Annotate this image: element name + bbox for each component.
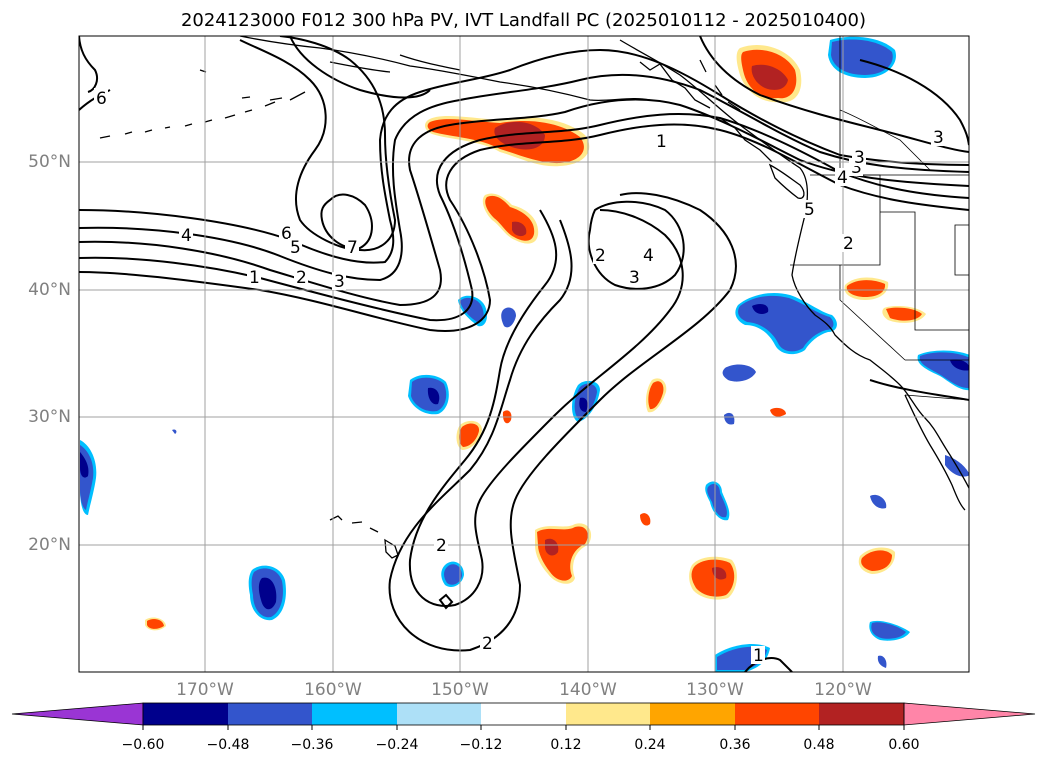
contour-1-outer — [79, 123, 969, 332]
baja-california — [904, 394, 966, 511]
contour-label: 2 — [296, 268, 307, 288]
northwest-coast — [619, 39, 969, 490]
contour-label: 2 — [843, 234, 854, 254]
coastlines — [99, 36, 969, 559]
lat-label-50n: 50°N — [28, 152, 71, 172]
colorbar-tick-label: 0.48 — [803, 737, 835, 753]
lon-label-130w: 130°W — [686, 680, 744, 700]
colorbar-tick-label: 0.36 — [719, 737, 751, 753]
colorbar-segment — [566, 703, 650, 725]
colorbar-tick-label: −0.60 — [121, 737, 165, 753]
colorbar-segment — [481, 703, 566, 725]
alaska-coast — [239, 36, 651, 102]
colorbar-segment — [735, 703, 819, 725]
colorbar — [11, 702, 1036, 730]
colorbar-segment — [312, 703, 397, 725]
colorbar-segment — [143, 703, 228, 725]
colorbar-tick-label: 0.24 — [634, 737, 666, 753]
colorbar-tick-label: −0.12 — [459, 737, 503, 753]
hawaiian-islands — [329, 515, 399, 559]
contour-label: 1 — [249, 268, 260, 288]
contour-label: 5 — [804, 200, 815, 220]
contour-4 — [79, 73, 969, 282]
aleutian-islands — [99, 91, 306, 139]
colorbar-tick-label: 0.12 — [550, 737, 582, 753]
contour-label: 5 — [290, 238, 301, 258]
lon-label-120w: 120°W — [814, 680, 872, 700]
contour-label: 4 — [643, 246, 654, 266]
contour-label: 3 — [933, 128, 944, 148]
contour-hawaii — [438, 593, 454, 610]
contour-label: 3 — [629, 268, 640, 288]
map-frame — [78, 35, 970, 673]
lat-label-40n: 40°N — [28, 280, 71, 300]
contour-5 — [79, 48, 969, 264]
contour-label: 1 — [656, 132, 667, 152]
contour-label: 3 — [334, 272, 345, 292]
contour-label: 6 — [96, 89, 107, 109]
contour-label: 2 — [482, 634, 493, 654]
lon-label-160w: 160°W — [304, 680, 362, 700]
contour-label: 2 — [436, 536, 447, 556]
colorbar-segment — [397, 703, 481, 725]
contour-6-loop — [239, 36, 397, 252]
contour-label: 4 — [181, 226, 192, 246]
contour-label: 1 — [753, 646, 764, 666]
contour-eastern-high — [587, 200, 685, 290]
lon-label-150w: 150°W — [431, 680, 489, 700]
contour-label: 4 — [837, 168, 848, 188]
graticule — [79, 36, 969, 672]
contour-label: 3 — [854, 148, 865, 168]
contour-label: 3 — [851, 158, 862, 178]
vancouver-island — [768, 163, 805, 199]
colorbar-segment — [228, 703, 312, 725]
contour-label: 6 — [281, 224, 292, 244]
lat-label-30n: 30°N — [28, 407, 71, 427]
lon-label-140w: 140°W — [559, 680, 617, 700]
lon-label-170w: 170°W — [176, 680, 234, 700]
colorbar-tick-label: 0.60 — [888, 737, 920, 753]
colorbar-segment — [819, 703, 904, 725]
colorbar-tick-label: −0.36 — [290, 737, 334, 753]
lat-label-20n: 20°N — [28, 535, 71, 555]
contour-bc — [699, 36, 969, 153]
contour-label: 2 — [595, 246, 606, 266]
colorbar-extend-high — [903, 702, 1036, 726]
colorbar-tick-label: −0.48 — [206, 737, 250, 753]
map-title: 2024123000 F012 300 hPa PV, IVT Landfall… — [180, 10, 867, 31]
contour-labels: 6 4 6 5 7 1 2 3 1 2 3 4 2 3 — [94, 88, 945, 666]
colorbar-segment — [650, 703, 735, 725]
contour-south-2 — [408, 209, 684, 607]
contour-7-loop — [320, 193, 373, 250]
colorbar-extend-low — [11, 702, 144, 726]
colorbar-tick-label: −0.24 — [375, 737, 419, 753]
contour-label: 7 — [347, 238, 358, 258]
